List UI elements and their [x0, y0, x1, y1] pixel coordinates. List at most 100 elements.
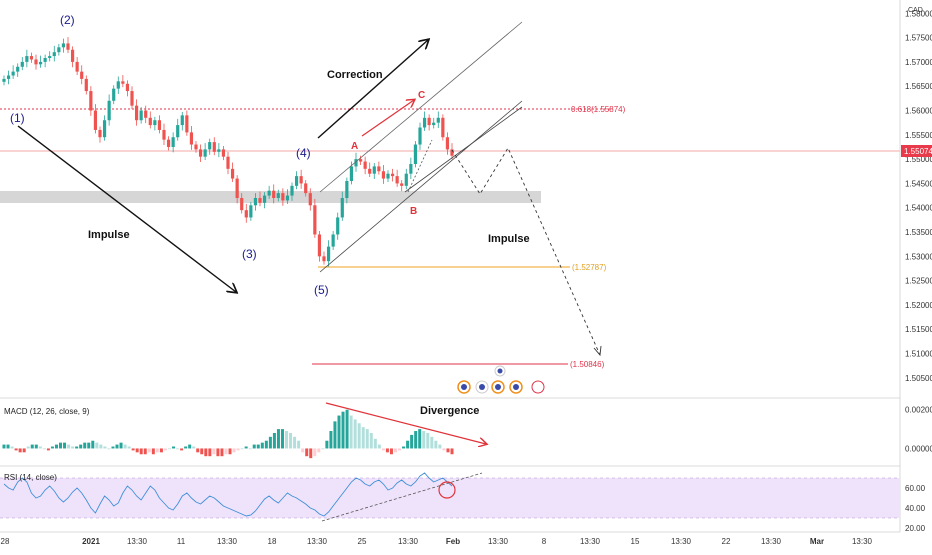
macd-bar — [135, 448, 139, 453]
candle-body — [116, 81, 120, 89]
macd-bar — [418, 429, 422, 449]
candle-body — [29, 56, 34, 60]
macd-bar — [103, 446, 107, 449]
macd-axis: 0.00200 0.00000 — [905, 406, 932, 454]
macd-bar — [75, 446, 79, 449]
macd-histogram — [2, 409, 454, 459]
candle-body — [372, 166, 376, 174]
macd-bar — [232, 448, 236, 453]
price-tick-label: 1.50500 — [905, 374, 932, 383]
candle-body — [290, 185, 294, 196]
candle-body — [221, 149, 226, 157]
macd-bar — [268, 436, 272, 449]
time-tick-label: Mar — [810, 537, 824, 546]
macd-bar — [373, 438, 377, 449]
time-axis: 28 2021 13:30 11 13:30 18 13:30 25 13:30 Feb 13:30… — [1, 537, 873, 546]
candle-body — [6, 75, 11, 79]
time-tick-label: Feb — [446, 537, 460, 546]
candle-body — [409, 163, 413, 174]
candle-body — [445, 137, 450, 150]
candle-body — [253, 198, 258, 206]
macd-bar — [71, 446, 75, 449]
macd-bar — [111, 446, 115, 449]
macd-bar — [54, 444, 58, 449]
candle-body — [436, 117, 440, 123]
price-axis: 1.58000 1.57500 1.57000 1.56500 1.56000 1.555… — [905, 9, 932, 383]
candle-body — [368, 168, 372, 174]
event-icon[interactable] — [495, 384, 501, 390]
candle-body — [404, 173, 408, 186]
event-icon[interactable] — [461, 384, 467, 390]
macd-bar — [438, 444, 442, 449]
candle-body — [381, 171, 386, 179]
wave-4-label: (4) — [296, 146, 311, 160]
candle-body — [390, 173, 395, 177]
candle-body — [57, 47, 61, 53]
event-icon[interactable] — [513, 384, 519, 390]
macd-bar — [34, 444, 38, 449]
macd-bar — [240, 448, 244, 450]
candle-body — [249, 205, 253, 218]
candle-body — [317, 234, 322, 257]
candle-body — [189, 132, 194, 145]
candle-body — [125, 83, 130, 92]
event-icon[interactable] — [531, 380, 545, 394]
candle-body — [354, 159, 358, 167]
candle-body — [194, 144, 198, 150]
macd-bar — [216, 448, 220, 457]
price-tick-label: 1.57000 — [905, 58, 932, 67]
candle-body — [98, 129, 102, 138]
macd-bar — [353, 419, 357, 449]
candle-body — [203, 149, 207, 157]
divergence-arrow — [325, 402, 486, 444]
candle-body — [258, 198, 262, 203]
macd-bar — [276, 429, 280, 449]
macd-bar — [26, 446, 30, 449]
macd-bar — [430, 436, 434, 449]
price-tick-label: 1.51500 — [905, 325, 932, 334]
macd-bar — [50, 446, 54, 449]
candle-body — [121, 81, 125, 84]
price-tick-label: 1.57500 — [905, 34, 932, 43]
macd-bar — [6, 444, 10, 449]
candle-body — [134, 105, 139, 121]
rsi-line — [3, 472, 453, 517]
macd-bar — [260, 442, 264, 449]
macd-bar — [172, 446, 176, 449]
wave-a-label: A — [351, 141, 358, 152]
macd-bar — [252, 444, 256, 449]
price-tick-label: 1.51000 — [905, 350, 932, 359]
candle-body — [52, 52, 56, 57]
rsi-tick-label: 40.00 — [905, 504, 926, 513]
macd-bar — [18, 448, 22, 453]
candle-body — [226, 156, 230, 169]
price-tick-label: 1.54500 — [905, 179, 932, 188]
macd-bar — [398, 448, 402, 451]
candle-body — [267, 190, 271, 196]
candle-body — [61, 43, 66, 48]
macd-bar — [389, 448, 393, 455]
macd-bar — [236, 448, 240, 451]
macd-bar — [329, 431, 333, 449]
candle-body — [441, 117, 445, 138]
event-icon[interactable] — [479, 384, 485, 390]
macd-bar — [176, 448, 180, 450]
macd-bar — [248, 448, 252, 450]
macd-bar — [422, 431, 426, 449]
event-icon[interactable] — [497, 368, 503, 374]
macd-bar — [345, 409, 349, 449]
candle-body — [349, 166, 354, 181]
macd-bar — [285, 431, 289, 449]
time-tick-label: 18 — [268, 537, 277, 546]
macd-bar — [192, 446, 196, 449]
wave-5-label: (5) — [314, 283, 329, 297]
event-icons[interactable] — [457, 365, 545, 394]
macd-bar — [349, 415, 353, 449]
macd-bar — [143, 448, 147, 455]
time-tick-label: 13:30 — [761, 537, 782, 546]
time-tick-label: 13:30 — [307, 537, 328, 546]
candle-body — [185, 115, 189, 133]
candle-body — [20, 61, 24, 67]
